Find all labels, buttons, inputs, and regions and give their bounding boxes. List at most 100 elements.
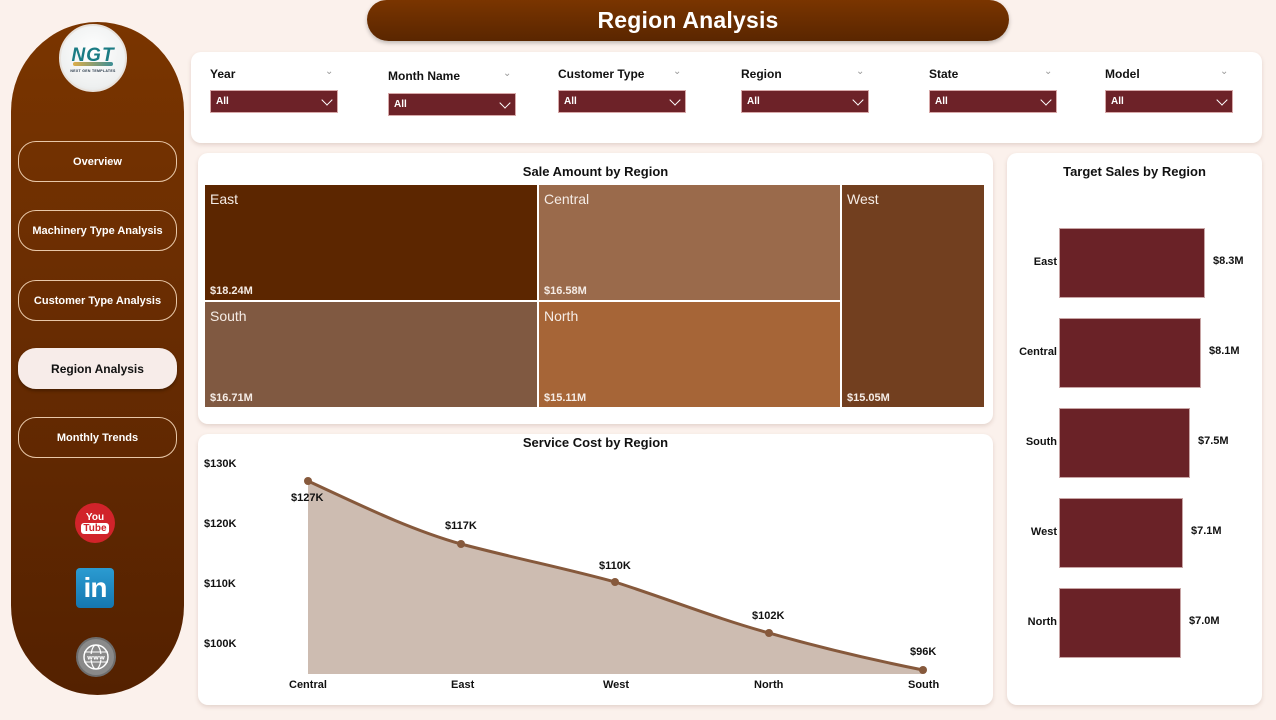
treemap-tile-east[interactable]: East $18.24M [205, 185, 537, 300]
slicer-label: Region [741, 67, 782, 81]
bar[interactable] [1059, 318, 1201, 388]
globe-icon: www [83, 644, 109, 670]
chevron-down-icon [499, 96, 511, 109]
sidebar-item-overview[interactable]: Overview [18, 141, 177, 182]
y-tick: $110K [204, 578, 236, 590]
data-point[interactable] [611, 578, 619, 586]
sale-amount-treemap: Sale Amount by Region East $18.24M Centr… [198, 153, 993, 424]
data-label: $127K [291, 492, 324, 504]
website-globe-icon[interactable]: www [76, 637, 116, 677]
tile-value: $16.58M [544, 285, 587, 297]
filter-panel: Year ⌄ All Month Name ⌄ All Customer Typ… [191, 52, 1262, 143]
tile-value: $18.24M [210, 285, 253, 297]
chart-title: Service Cost by Region [522, 435, 669, 450]
linkedin-icon[interactable]: in [76, 568, 114, 608]
tile-label: North [544, 308, 579, 324]
tile-value: $16.71M [210, 392, 253, 404]
bar[interactable] [1059, 408, 1190, 478]
bar-row-north: North $7.0M [1007, 588, 1262, 658]
treemap-tile-central[interactable]: Central $16.58M [539, 185, 840, 300]
linkedin-icon-text: in [83, 572, 108, 603]
bar-row-west: West $7.1M [1007, 498, 1262, 568]
x-tick: North [754, 679, 784, 691]
tile-label: South [210, 308, 247, 324]
year-dropdown[interactable]: All [210, 90, 338, 113]
data-label: $117K [445, 520, 477, 532]
slicer-label: Year [210, 67, 236, 81]
tile-label: West [847, 191, 879, 207]
ngt-logo: NGT NEXT GEN TEMPLATES [59, 24, 127, 92]
bar-value: $7.5M [1198, 435, 1229, 447]
sidebar-item-label: Customer Type Analysis [33, 294, 162, 307]
bar-row-central: Central $8.1M [1007, 318, 1262, 388]
state-dropdown[interactable]: All [929, 90, 1057, 113]
logo-text: NGT [71, 44, 115, 66]
tile-value: $15.11M [544, 392, 587, 404]
x-tick: West [603, 679, 630, 691]
chevron-down-icon [669, 93, 681, 106]
tile-value: $15.05M [847, 392, 890, 404]
youtube-icon-text-bottom: Tube [81, 522, 109, 534]
bar-value: $7.0M [1189, 615, 1220, 627]
sidebar-item-machinery-type-analysis[interactable]: Machinery Type Analysis [18, 210, 177, 251]
treemap-tile-north[interactable]: North $15.11M [539, 302, 840, 407]
tile-label: Central [544, 191, 590, 207]
chevron-down-icon[interactable]: ⌄ [856, 66, 865, 77]
page-header: Region Analysis [367, 0, 1009, 41]
dropdown-value: All [564, 96, 577, 107]
bar-value: $8.1M [1209, 345, 1240, 357]
dropdown-value: All [1111, 96, 1124, 107]
x-tick: East [451, 679, 475, 691]
service-cost-area-chart: Service Cost by Region $130K $120K $110K… [198, 434, 993, 705]
slicer-label: State [929, 67, 959, 81]
data-point[interactable] [765, 629, 773, 637]
slicer-label: Month Name [388, 69, 460, 83]
chevron-down-icon[interactable]: ⌄ [1044, 66, 1053, 77]
sidebar-item-region-analysis[interactable]: Region Analysis [18, 348, 177, 389]
sidebar-item-monthly-trends[interactable]: Monthly Trends [18, 417, 177, 458]
sidebar-item-customer-type-analysis[interactable]: Customer Type Analysis [18, 280, 177, 321]
chevron-down-icon[interactable]: ⌄ [673, 66, 682, 77]
bar-value: $8.3M [1213, 255, 1244, 267]
target-sales-bar-chart: Target Sales by Region East $8.3M Centra… [1007, 153, 1262, 705]
x-tick: South [908, 679, 940, 691]
model-dropdown[interactable]: All [1105, 90, 1233, 113]
logo-subtitle: NEXT GEN TEMPLATES [70, 68, 116, 73]
treemap-tile-west[interactable]: West $15.05M [842, 185, 984, 407]
bar[interactable] [1059, 228, 1205, 298]
bar-row-south: South $7.5M [1007, 408, 1262, 478]
chevron-down-icon[interactable]: ⌄ [1220, 66, 1229, 77]
area-fill [308, 481, 923, 674]
sidebar-item-label: Monthly Trends [56, 431, 139, 444]
bar[interactable] [1059, 498, 1183, 568]
slicer-label: Model [1105, 67, 1140, 81]
page-title: Region Analysis [597, 7, 779, 33]
chevron-down-icon[interactable]: ⌄ [503, 68, 512, 79]
youtube-icon[interactable]: You Tube [75, 503, 115, 543]
region-dropdown[interactable]: All [741, 90, 869, 113]
dropdown-value: All [935, 96, 948, 107]
chevron-down-icon[interactable]: ⌄ [325, 66, 334, 77]
chevron-down-icon [1216, 93, 1228, 106]
slicer-label: Customer Type [558, 67, 645, 81]
dropdown-value: All [216, 96, 229, 107]
dropdown-value: All [394, 99, 407, 110]
data-point[interactable] [304, 477, 312, 485]
sidebar-item-label: Region Analysis [51, 361, 144, 376]
svg-text:www: www [87, 654, 105, 662]
bar-category: North [1027, 616, 1057, 628]
bar-value: $7.1M [1191, 525, 1222, 537]
treemap-tile-south[interactable]: South $16.71M [205, 302, 537, 407]
sidebar-item-label: Machinery Type Analysis [32, 224, 163, 237]
data-point[interactable] [457, 540, 465, 548]
customer-type-dropdown[interactable]: All [558, 90, 686, 113]
bar-category: East [1033, 256, 1057, 268]
dropdown-value: All [747, 96, 760, 107]
chevron-down-icon [321, 93, 333, 106]
data-point[interactable] [919, 666, 927, 674]
bar[interactable] [1059, 588, 1181, 658]
data-label: $102K [752, 610, 785, 622]
bar-category: West [1030, 526, 1057, 538]
data-label: $110K [599, 560, 631, 572]
month-name-dropdown[interactable]: All [388, 93, 516, 116]
